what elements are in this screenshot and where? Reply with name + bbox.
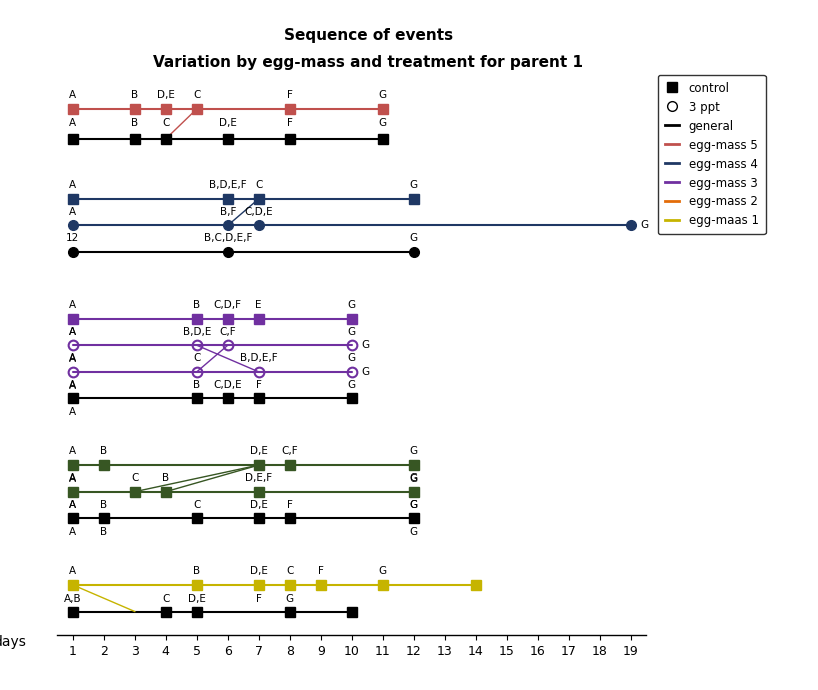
Text: A: A bbox=[70, 527, 76, 537]
Text: G: G bbox=[410, 474, 418, 484]
Text: C,D,F: C,D,F bbox=[213, 300, 242, 310]
Text: G: G bbox=[348, 326, 356, 337]
Text: B: B bbox=[193, 566, 200, 576]
Text: A: A bbox=[70, 473, 76, 483]
Text: C: C bbox=[286, 566, 294, 576]
Text: F: F bbox=[318, 566, 324, 576]
Text: G: G bbox=[410, 500, 418, 511]
Text: B: B bbox=[100, 527, 107, 537]
Text: G: G bbox=[348, 353, 356, 363]
Text: C,F: C,F bbox=[281, 446, 298, 456]
Text: G: G bbox=[410, 500, 418, 510]
Text: E: E bbox=[255, 300, 262, 310]
Text: A: A bbox=[70, 326, 76, 337]
Text: G: G bbox=[410, 180, 418, 190]
Text: C: C bbox=[193, 90, 200, 100]
Text: C: C bbox=[162, 593, 169, 604]
Text: A: A bbox=[70, 446, 76, 456]
Text: B: B bbox=[162, 473, 169, 483]
Text: B,D,E,F: B,D,E,F bbox=[209, 180, 246, 190]
Text: Variation by egg-mass and treatment for parent 1: Variation by egg-mass and treatment for … bbox=[153, 55, 583, 70]
Text: G: G bbox=[410, 527, 418, 537]
Text: A: A bbox=[70, 208, 76, 217]
Text: G: G bbox=[361, 367, 369, 377]
Text: D,E: D,E bbox=[249, 566, 267, 576]
Text: A: A bbox=[70, 380, 76, 391]
Text: D,E: D,E bbox=[188, 593, 205, 604]
Text: G: G bbox=[410, 446, 418, 456]
Text: D,E: D,E bbox=[249, 446, 267, 456]
Text: D,E: D,E bbox=[157, 90, 175, 100]
Text: F: F bbox=[287, 117, 293, 128]
Text: B,F: B,F bbox=[219, 208, 236, 217]
Text: B: B bbox=[100, 500, 107, 510]
Text: B: B bbox=[131, 90, 138, 100]
Text: C: C bbox=[193, 353, 200, 363]
Text: B: B bbox=[100, 446, 107, 456]
Text: B: B bbox=[193, 300, 200, 310]
Text: B: B bbox=[131, 117, 138, 128]
Text: B,C,D,E,F: B,C,D,E,F bbox=[204, 233, 252, 244]
Text: C,F: C,F bbox=[219, 326, 236, 337]
Text: G: G bbox=[640, 220, 648, 230]
Text: A: A bbox=[70, 566, 76, 576]
Text: B,D,E: B,D,E bbox=[182, 326, 211, 337]
Text: C: C bbox=[193, 500, 200, 510]
Text: G: G bbox=[410, 233, 418, 244]
Text: C: C bbox=[162, 117, 169, 128]
Text: G: G bbox=[348, 300, 356, 310]
Text: A: A bbox=[70, 117, 76, 128]
Text: G: G bbox=[348, 380, 356, 390]
Text: A: A bbox=[70, 474, 76, 484]
Text: D,E,F: D,E,F bbox=[245, 473, 272, 483]
Text: A: A bbox=[70, 300, 76, 310]
Text: B,D,E,F: B,D,E,F bbox=[240, 353, 277, 363]
Text: G: G bbox=[379, 117, 387, 128]
Text: G: G bbox=[379, 566, 387, 576]
Text: C,D,E: C,D,E bbox=[245, 208, 273, 217]
Text: A: A bbox=[70, 180, 76, 190]
Text: B: B bbox=[193, 380, 200, 390]
Text: G: G bbox=[361, 340, 369, 351]
Text: A: A bbox=[70, 500, 76, 511]
Text: A: A bbox=[70, 407, 76, 417]
Text: A: A bbox=[70, 90, 76, 100]
Text: C: C bbox=[255, 180, 263, 190]
Text: C,D,E: C,D,E bbox=[213, 380, 242, 390]
Text: F: F bbox=[287, 500, 293, 510]
Text: A: A bbox=[70, 500, 76, 510]
Text: A: A bbox=[70, 380, 76, 390]
Text: days: days bbox=[0, 635, 26, 649]
Text: D,E: D,E bbox=[249, 500, 267, 510]
Text: G: G bbox=[410, 473, 418, 483]
Text: Sequence of events: Sequence of events bbox=[284, 28, 452, 43]
Text: G: G bbox=[379, 90, 387, 100]
Text: F: F bbox=[287, 90, 293, 100]
Text: C: C bbox=[131, 473, 138, 483]
Text: A: A bbox=[70, 353, 76, 363]
Text: G: G bbox=[285, 593, 294, 604]
Text: A,B: A,B bbox=[64, 593, 82, 604]
Legend: control, 3 ppt, general, egg-mass 5, egg-mass 4, egg-mass 3, egg-mass 2, egg-maa: control, 3 ppt, general, egg-mass 5, egg… bbox=[658, 75, 766, 235]
Text: D,E: D,E bbox=[218, 117, 236, 128]
Text: 12: 12 bbox=[66, 233, 79, 244]
Text: F: F bbox=[256, 380, 262, 390]
Text: F: F bbox=[256, 593, 262, 604]
Text: A: A bbox=[70, 327, 76, 337]
Text: A: A bbox=[70, 354, 76, 364]
